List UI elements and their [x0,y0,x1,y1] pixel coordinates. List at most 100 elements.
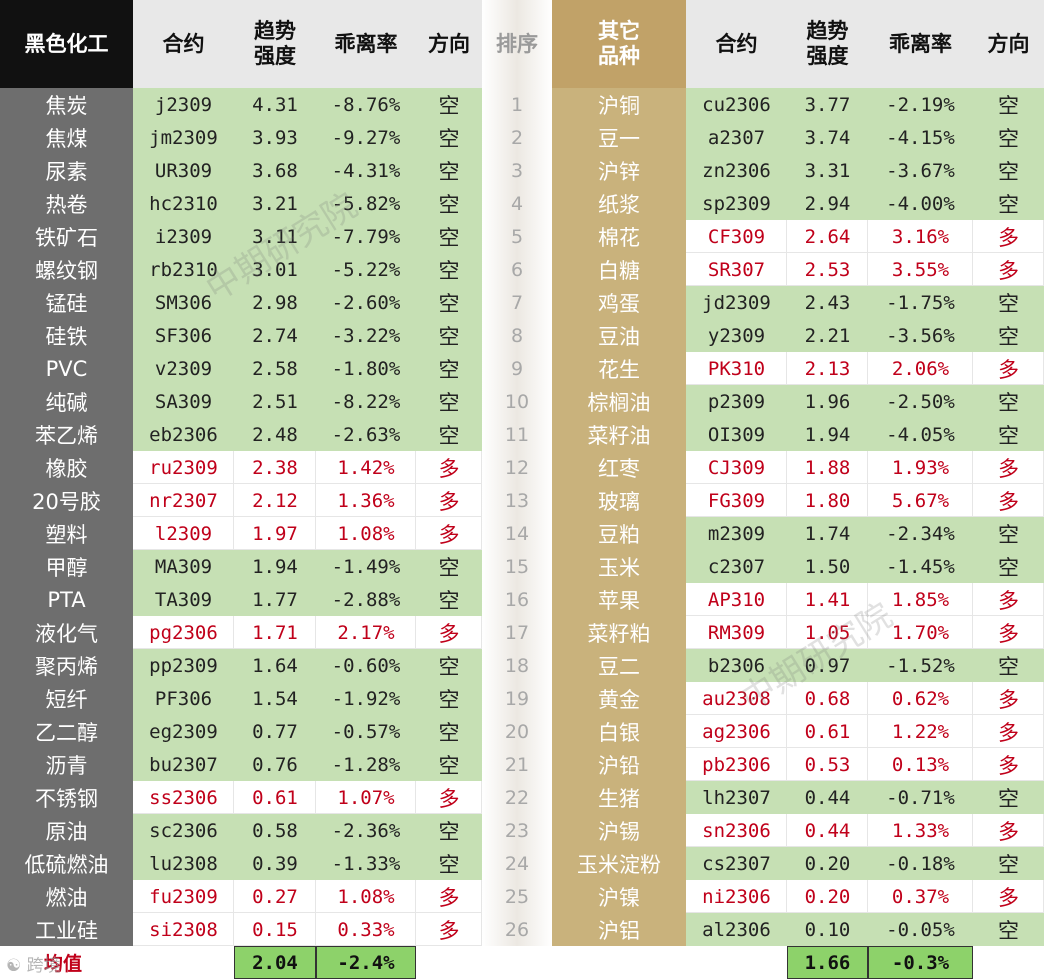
left-contract-code: rb2310 [133,253,234,286]
left-direction: 空 [416,286,482,319]
left-contract-code: nr2307 [133,484,234,517]
left-contract-code: ru2309 [133,451,234,484]
left-direction: 空 [416,682,482,715]
left-direction: 空 [416,583,482,616]
left-deviation-rate: -3.22% [316,319,416,352]
left-direction: 多 [416,451,482,484]
right-direction: 多 [973,253,1044,286]
left-variety-name: 焦煤 [0,121,133,154]
right-trend-strength: 3.31 [787,154,868,187]
right-variety-name: 菜籽油 [552,418,686,451]
left-trend-strength: 3.68 [234,154,316,187]
cell-border [868,484,973,517]
right-deviation-rate: 0.62% [868,682,973,715]
rank-number: 17 [504,621,530,644]
rank-number: 2 [510,126,524,149]
left-variety-name: PTA [0,583,133,616]
cell-border [416,484,482,517]
left-direction: 多 [416,913,482,946]
right-variety-name: 苹果 [552,583,686,616]
cell-border [686,220,787,253]
left-trend-strength: 0.15 [234,913,316,946]
cell-border [787,616,868,649]
cell-border [133,781,234,814]
cell-border [686,715,787,748]
left-deviation-rate: 0.33% [316,913,416,946]
right-trend-strength: 0.20 [787,847,868,880]
cell-border [686,451,787,484]
left-variety-name: 短纤 [0,682,133,715]
left-contract-code: TA309 [133,583,234,616]
right-trend-strength: 0.10 [787,913,868,946]
cell-border [868,583,973,616]
rank-number: 20 [504,720,530,743]
left-variety-name: 液化气 [0,616,133,649]
left-contract-code: lu2308 [133,847,234,880]
right-contract-code: cs2307 [686,847,787,880]
right-variety-name: 沪锡 [552,814,686,847]
left-direction: 多 [416,517,482,550]
cell-border [973,715,1044,748]
cell-border [973,352,1044,385]
right-contract-code: AP310 [686,583,787,616]
left-direction: 多 [416,484,482,517]
left-trend-strength: 1.71 [234,616,316,649]
cell-border [973,220,1044,253]
cell-border [787,253,868,286]
left-contract-code: jm2309 [133,121,234,154]
left-trend-strength: 1.77 [234,583,316,616]
right-variety-name: 玉米 [552,550,686,583]
left-trend-strength: 2.58 [234,352,316,385]
right-average-strength: 1.66 [787,946,868,979]
cell-border [787,880,868,913]
right-direction: 空 [973,319,1044,352]
right-contract-code: m2309 [686,517,787,550]
left-direction: 空 [416,649,482,682]
right-trend-strength: 0.68 [787,682,868,715]
left-direction: 空 [416,847,482,880]
left-variety-name: 甲醇 [0,550,133,583]
right-deviation-rate: 1.22% [868,715,973,748]
right-trend-strength: 0.53 [787,748,868,781]
cell-border [416,451,482,484]
rank-number: 24 [504,852,530,875]
right-deviation-rate: -0.05% [868,913,973,946]
right-direction: 空 [973,418,1044,451]
left-trend-strength: 2.38 [234,451,316,484]
rank-number: 25 [504,885,530,908]
right-trend-strength: 3.77 [787,88,868,121]
cell-border [416,517,482,550]
left-variety-name: 聚丙烯 [0,649,133,682]
right-direction: 多 [973,583,1044,616]
cell-border [416,781,482,814]
right-trend-strength: 1.41 [787,583,868,616]
left-direction: 多 [416,781,482,814]
cell-border [416,616,482,649]
rank-number: 3 [510,159,524,182]
right-contract-code: b2306 [686,649,787,682]
right-trend-strength: 2.94 [787,187,868,220]
left-variety-name: 乙二醇 [0,715,133,748]
left-contract-code: PF306 [133,682,234,715]
left-variety-name: 尿素 [0,154,133,187]
left-direction: 空 [416,352,482,385]
cell-border [316,451,416,484]
rank-number: 23 [504,819,530,842]
cell-border [234,880,316,913]
rank-column-header: 排序 [496,31,538,56]
left-deviation-rate: -2.63% [316,418,416,451]
left-deviation-rate: 1.08% [316,880,416,913]
right-section-title: 其它 品种 [552,0,686,88]
cell-border [787,583,868,616]
cell-border [868,748,973,781]
right-direction: 空 [973,187,1044,220]
left-variety-name: 橡胶 [0,451,133,484]
right-trend-strength: 2.21 [787,319,868,352]
left-deviation-rate: -7.79% [316,220,416,253]
cell-border [686,484,787,517]
right-variety-name: 沪铝 [552,913,686,946]
left-variety-name: 苯乙烯 [0,418,133,451]
right-direction: 多 [973,748,1044,781]
right-variety-name: 沪铅 [552,748,686,781]
